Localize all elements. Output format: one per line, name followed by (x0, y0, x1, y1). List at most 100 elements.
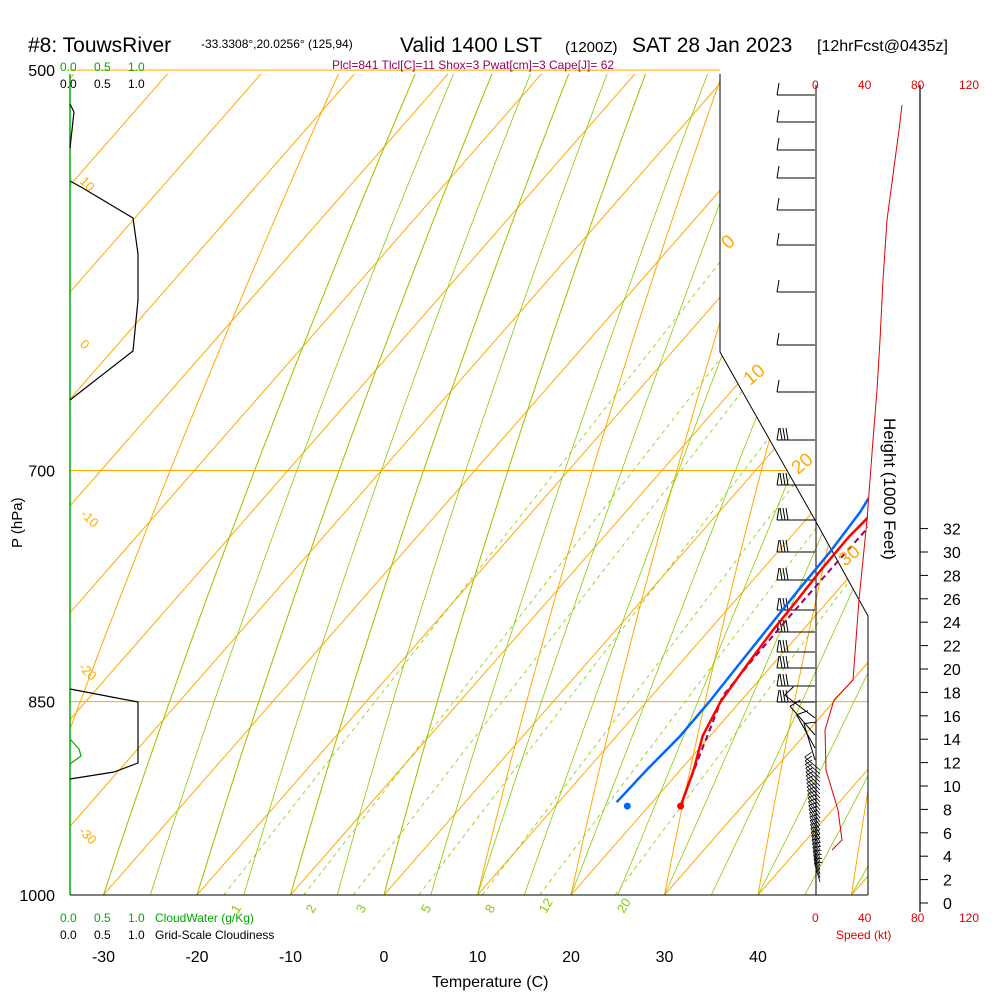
valid-time: Valid 1400 LST (400, 34, 542, 57)
wind-speed-panel (776, 82, 903, 895)
isotherm (757, 74, 868, 895)
wind-barb (804, 759, 821, 779)
wind-barb (776, 379, 815, 393)
zulu-time: (1200Z) (565, 39, 618, 56)
bottom-cloudiness-tick-2: 1.0 (128, 928, 145, 942)
moist-adiabat (523, 74, 868, 895)
isotherm (70, 74, 868, 895)
isobar-lines (70, 69, 868, 896)
wind-barb (807, 790, 821, 811)
speed-bottom-tick-3: 120 (959, 911, 979, 925)
wind-barb (789, 699, 816, 736)
wind-barb (776, 655, 815, 669)
wind-barb (809, 818, 821, 839)
isotherm (383, 74, 868, 895)
isotherm (851, 74, 868, 895)
height-tick-label: 6 (943, 826, 952, 843)
wind-speed-line (824, 104, 903, 851)
isotherm (70, 74, 868, 895)
height-tick-label: 14 (943, 732, 961, 749)
dry-adiabat (103, 74, 829, 895)
moist-adiabat (570, 74, 868, 895)
height-tick-label: 8 (943, 802, 952, 819)
bottom-cloudiness-tick-0: 0.0 (60, 928, 77, 942)
moist-adiabat (757, 74, 868, 895)
forecast-date: SAT 28 Jan 2023 (632, 34, 792, 57)
isotherm (290, 74, 868, 895)
mixing-ratio-label: 8 (482, 902, 499, 916)
speed-top-tick-3: 120 (959, 78, 979, 92)
wind-barb (776, 109, 815, 123)
isotherm-label: 0 (77, 337, 93, 353)
x-axis-title: Temperature (C) (432, 974, 548, 991)
height-tick-label: 18 (943, 685, 961, 702)
moist-adiabat (196, 74, 868, 895)
moist-adiabat (336, 74, 868, 895)
height-tick-label: 28 (943, 568, 961, 585)
pressure-axis-labels: 2503004005007008501000 (19, 63, 55, 905)
wind-barb (810, 825, 821, 847)
wind-barb (813, 862, 823, 883)
dry-adiabat-label: 30 (835, 541, 865, 571)
wind-barb (776, 472, 815, 486)
mixing-ratio-line (418, 74, 868, 895)
speed-top-tick-0: 0 (812, 78, 819, 92)
wind-barb (776, 639, 815, 653)
moist-adiabat (851, 74, 868, 895)
height-tick-label: 22 (943, 639, 961, 656)
moist-adiabat (290, 74, 868, 895)
pressure-tick-label: 850 (28, 695, 55, 712)
wind-barb (812, 849, 822, 871)
pressure-tick-label: 500 (28, 63, 55, 80)
wind-barb (776, 197, 815, 211)
sounding-indices: Plcl=841 Tlcl[C]=11 Shox=3 Pwat[cm]=3 Ca… (332, 58, 614, 72)
wind-barb (776, 332, 815, 346)
isotherm (70, 74, 868, 895)
wind-barb (776, 232, 815, 246)
wind-barb (776, 165, 815, 179)
isotherm (70, 74, 749, 895)
wind-barb (784, 686, 816, 719)
top-cloudwater-tick-2: 1.0 (128, 60, 145, 74)
dry-adiabat (851, 74, 868, 895)
wind-barb (808, 806, 821, 827)
mixing-ratio-label: 2 (303, 902, 320, 916)
dry-adiabat (477, 74, 868, 895)
moist-adiabat (430, 74, 868, 895)
speed-bottom-tick-2: 80 (911, 911, 925, 925)
isotherm (477, 74, 868, 895)
height-tick-label: 20 (943, 662, 961, 679)
dry-adiabat (757, 74, 868, 895)
wind-barb (776, 507, 815, 521)
wind-barb (776, 567, 815, 581)
speed-axis-label: Speed (kt) (836, 928, 891, 942)
wind-barb (776, 539, 815, 553)
bottom-cloudwater-tick-1: 0.5 (94, 911, 111, 925)
isotherm (196, 74, 868, 895)
cloudiness-profile (69, 103, 139, 780)
height-tick-label: 30 (943, 545, 961, 562)
height-tick-label: 32 (943, 522, 961, 539)
wind-barb (809, 814, 821, 835)
isotherm (103, 74, 868, 895)
temperature-tick-label: -10 (279, 949, 302, 966)
wind-barbs (776, 82, 823, 883)
temperature-tick-label: 30 (656, 949, 674, 966)
wind-barb (808, 802, 821, 823)
top-cloudwater-tick-1: 0.5 (94, 60, 111, 74)
wind-barb (776, 689, 815, 703)
temperature-tick-label: -30 (92, 949, 115, 966)
mixing-ratio-line (481, 74, 868, 895)
surface-dewpoint-marker (623, 802, 631, 810)
station-title: #8: TouwsRiver (28, 34, 171, 57)
dry-adiabat-lines (70, 74, 868, 895)
isotherm (70, 74, 868, 895)
wind-barb (809, 810, 821, 831)
moist-adiabat (103, 74, 829, 895)
height-tick-label: 4 (943, 849, 952, 866)
bottom-cloudiness-tick-1: 0.5 (94, 928, 111, 942)
height-tick-label: 12 (943, 756, 961, 773)
cloudiness-label: Grid-Scale Cloudiness (155, 928, 274, 942)
